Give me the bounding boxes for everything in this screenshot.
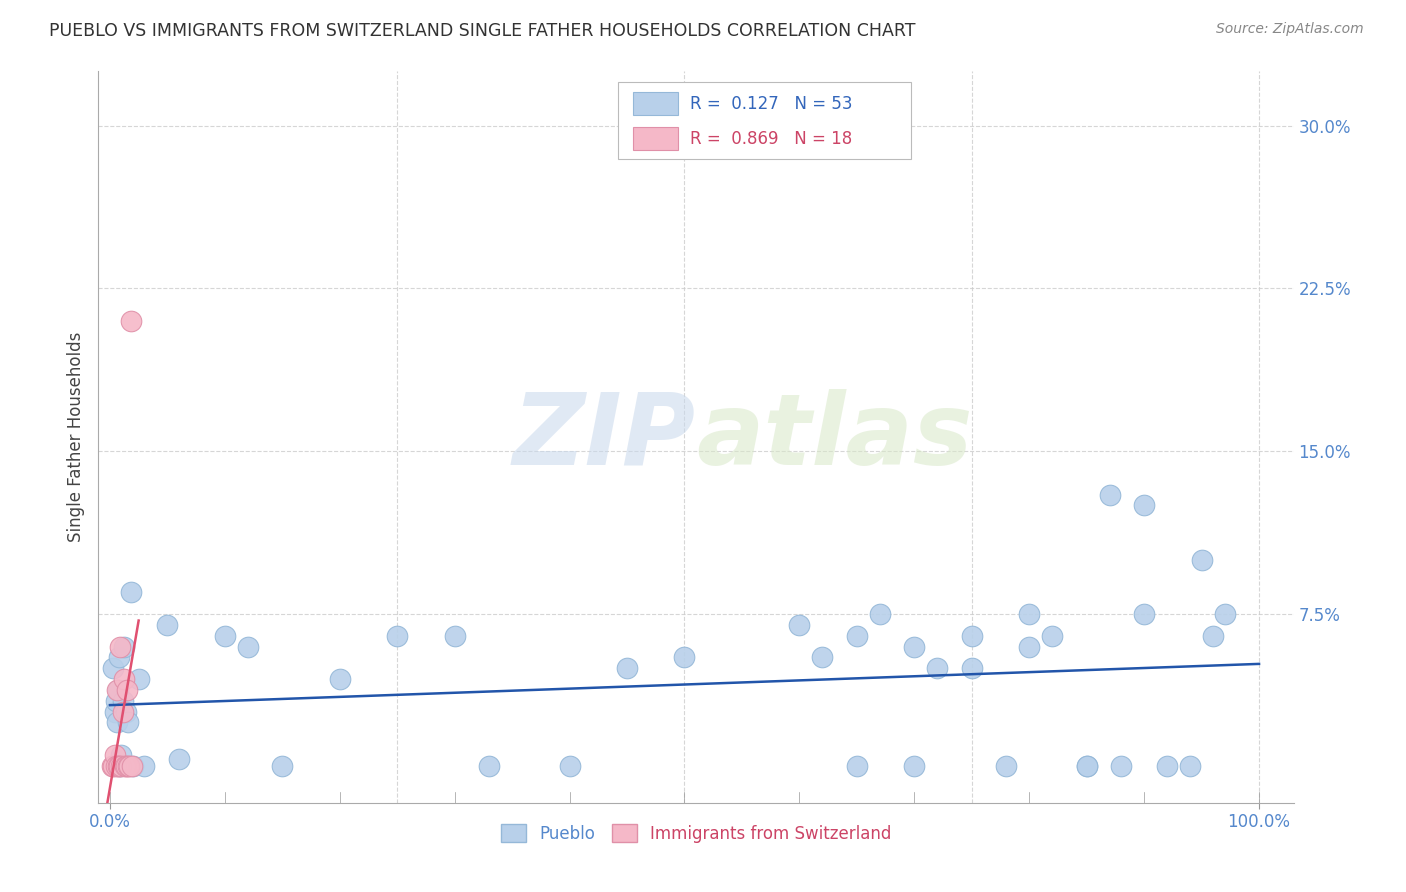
Text: PUEBLO VS IMMIGRANTS FROM SWITZERLAND SINGLE FATHER HOUSEHOLDS CORRELATION CHART: PUEBLO VS IMMIGRANTS FROM SWITZERLAND SI…	[49, 22, 915, 40]
Text: R =  0.869   N = 18: R = 0.869 N = 18	[690, 129, 852, 148]
Point	[115, 705, 138, 719]
Point	[616, 661, 638, 675]
Point	[112, 640, 135, 654]
Point	[385, 629, 409, 643]
Point	[110, 759, 132, 773]
Point	[1098, 487, 1121, 501]
Point	[1156, 759, 1178, 773]
Point	[134, 759, 156, 773]
Point	[1202, 629, 1225, 643]
Point	[811, 650, 834, 665]
Point	[845, 759, 868, 773]
Point	[329, 672, 352, 686]
Point	[1076, 759, 1098, 773]
Point	[1133, 607, 1156, 621]
Point	[1109, 759, 1132, 773]
Point	[115, 682, 138, 697]
Point	[558, 759, 581, 773]
Point	[927, 661, 949, 675]
Point	[903, 759, 925, 773]
Point	[117, 759, 139, 773]
Point	[110, 640, 132, 654]
Point	[214, 629, 236, 643]
Point	[108, 650, 131, 665]
Point	[110, 759, 132, 773]
Point	[111, 705, 134, 719]
Point	[128, 672, 150, 686]
Point	[103, 747, 125, 762]
Point	[118, 759, 141, 773]
Point	[107, 759, 129, 773]
Point	[115, 759, 138, 773]
Point	[156, 617, 179, 632]
Point	[1133, 499, 1156, 513]
Text: R =  0.127   N = 53: R = 0.127 N = 53	[690, 95, 852, 112]
Point	[995, 759, 1018, 773]
Point	[960, 629, 983, 643]
Point	[789, 617, 811, 632]
Point	[111, 694, 134, 708]
Point	[478, 759, 501, 773]
Point	[443, 629, 465, 643]
Point	[271, 759, 294, 773]
Point	[104, 759, 127, 773]
Point	[101, 759, 124, 773]
Point	[167, 752, 190, 766]
Point	[673, 650, 696, 665]
Point	[120, 314, 142, 328]
FancyBboxPatch shape	[633, 92, 678, 115]
Point	[1178, 759, 1201, 773]
Point	[108, 759, 131, 773]
Legend: Pueblo, Immigrants from Switzerland: Pueblo, Immigrants from Switzerland	[494, 818, 898, 849]
Point	[122, 759, 145, 773]
Point	[112, 672, 135, 686]
Point	[107, 682, 129, 697]
Point	[105, 715, 128, 730]
Point	[236, 640, 259, 654]
Point	[105, 682, 128, 697]
Point	[1040, 629, 1063, 643]
FancyBboxPatch shape	[619, 82, 911, 159]
Point	[1018, 607, 1040, 621]
Point	[121, 759, 143, 773]
Point	[110, 747, 132, 762]
Text: Source: ZipAtlas.com: Source: ZipAtlas.com	[1216, 22, 1364, 37]
Point	[103, 661, 125, 675]
Point	[120, 585, 142, 599]
Point	[1191, 552, 1213, 566]
Text: ZIP: ZIP	[513, 389, 696, 485]
Point	[960, 661, 983, 675]
Point	[117, 715, 139, 730]
FancyBboxPatch shape	[633, 127, 678, 151]
Point	[845, 629, 868, 643]
Y-axis label: Single Father Households: Single Father Households	[66, 332, 84, 542]
Point	[103, 705, 125, 719]
Point	[1018, 640, 1040, 654]
Point	[1213, 607, 1236, 621]
Point	[104, 694, 127, 708]
Point	[1076, 759, 1098, 773]
Point	[903, 640, 925, 654]
Point	[869, 607, 891, 621]
Point	[103, 759, 125, 773]
Point	[114, 759, 136, 773]
Text: atlas: atlas	[696, 389, 973, 485]
